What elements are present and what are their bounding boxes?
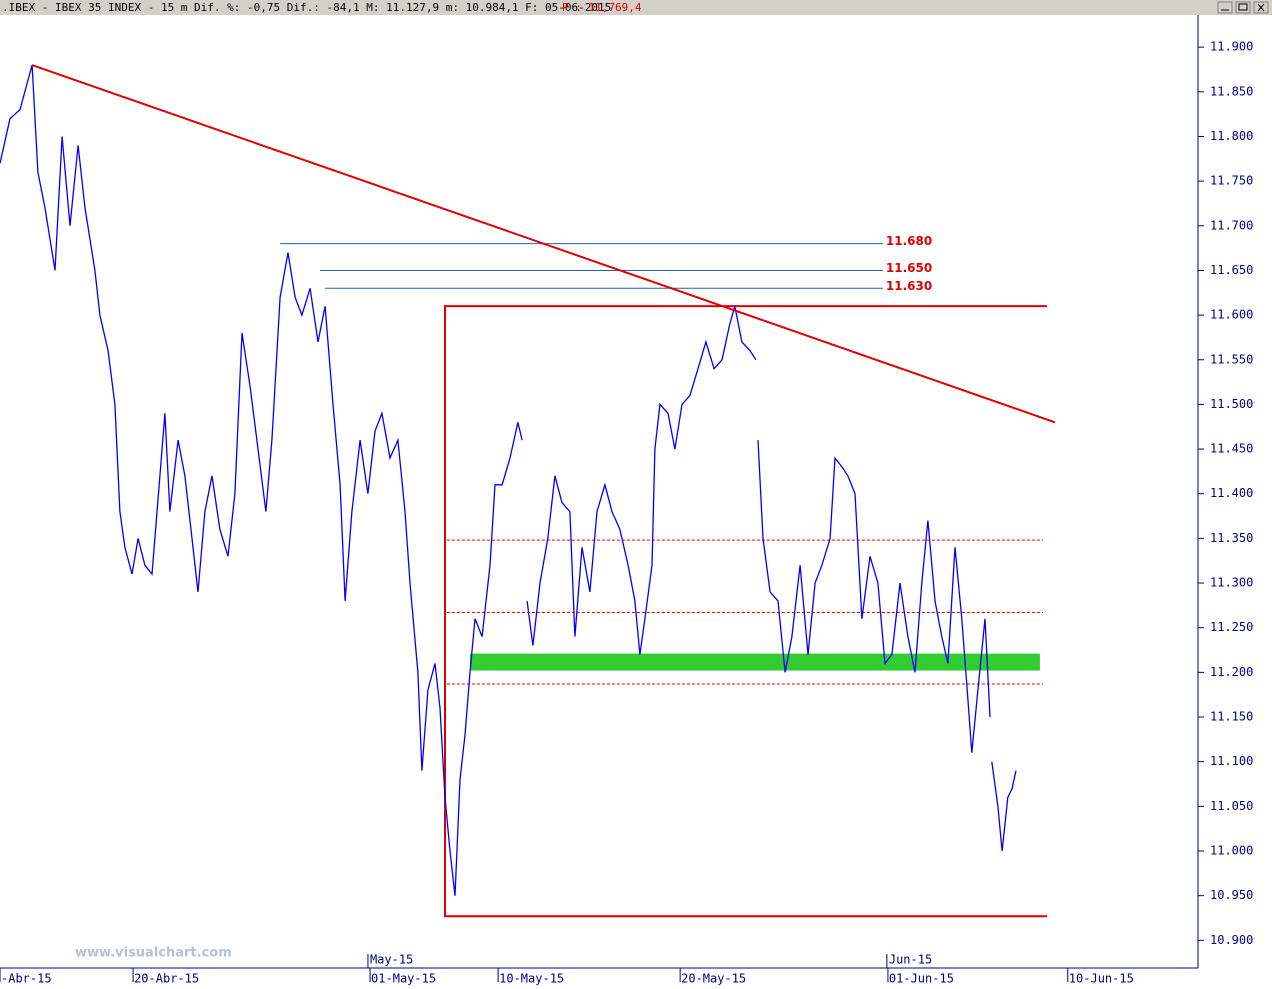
y-tick-label: 11.500 (1210, 397, 1253, 411)
y-tick-label: 11.000 (1210, 843, 1253, 857)
range-box (444, 305, 1048, 918)
x-tick-label: 01-Jun-15 (889, 972, 954, 986)
y-tick-label: 10.900 (1210, 933, 1253, 947)
y-tick-label: 10.950 (1210, 888, 1253, 902)
y-tick-label: 11.350 (1210, 531, 1253, 545)
month-tick-label: Jun-15 (889, 953, 932, 967)
level-label: 11.680 (886, 234, 932, 248)
trendline (31, 64, 1056, 424)
y-tick-label: 11.800 (1210, 129, 1253, 143)
y-tick-label: 11.850 (1210, 84, 1253, 98)
y-tick-label: 11.600 (1210, 308, 1253, 322)
x-tick-label: 10-May-15 (499, 972, 564, 986)
close-icon (1257, 3, 1265, 12)
x-tick-label: 10-Jun-15 (1069, 972, 1134, 986)
y-tick-label: 11.650 (1210, 263, 1253, 277)
y-tick-label: 11.100 (1210, 754, 1253, 768)
y-tick-label: 11.900 (1210, 40, 1253, 54)
x-tick-label: 01-May-15 (371, 972, 436, 986)
y-tick-label: 11.150 (1210, 710, 1253, 724)
y-tick-label: 11.050 (1210, 799, 1253, 813)
x-tick-label: 20-Abr-15 (134, 972, 199, 986)
y-tick-label: 11.450 (1210, 442, 1253, 456)
y-tick-label: 11.250 (1210, 620, 1253, 634)
y-tick-label: 11.400 (1210, 486, 1253, 500)
y-tick-label: 11.750 (1210, 174, 1253, 188)
y-tick-label: 11.550 (1210, 352, 1253, 366)
minimize-button[interactable] (1217, 1, 1233, 14)
price-line (0, 64, 1017, 896)
watermark: www.visualchart.com (75, 946, 232, 961)
maximize-icon (1238, 3, 1248, 11)
maximize-button[interactable] (1235, 1, 1251, 14)
header-text: .IBEX - IBEX 35 INDEX - 15 m Dif. %: -0,… (2, 1, 611, 14)
y-tick-label: 11.300 (1210, 576, 1253, 590)
x-tick-label: 20-May-15 (681, 972, 746, 986)
window-buttons[interactable] (1217, 1, 1269, 14)
x-tick-label: -Abr-15 (1, 972, 52, 986)
y-tick-label: 11.200 (1210, 665, 1253, 679)
header-price: P : 11,769,4 (562, 1, 642, 14)
support-band (469, 653, 1040, 671)
month-tick-label: May-15 (370, 953, 413, 967)
level-label: 11.650 (886, 261, 932, 275)
y-tick-label: 11.700 (1210, 218, 1253, 232)
header-bar (0, 0, 1272, 15)
level-label: 11.630 (886, 279, 932, 293)
